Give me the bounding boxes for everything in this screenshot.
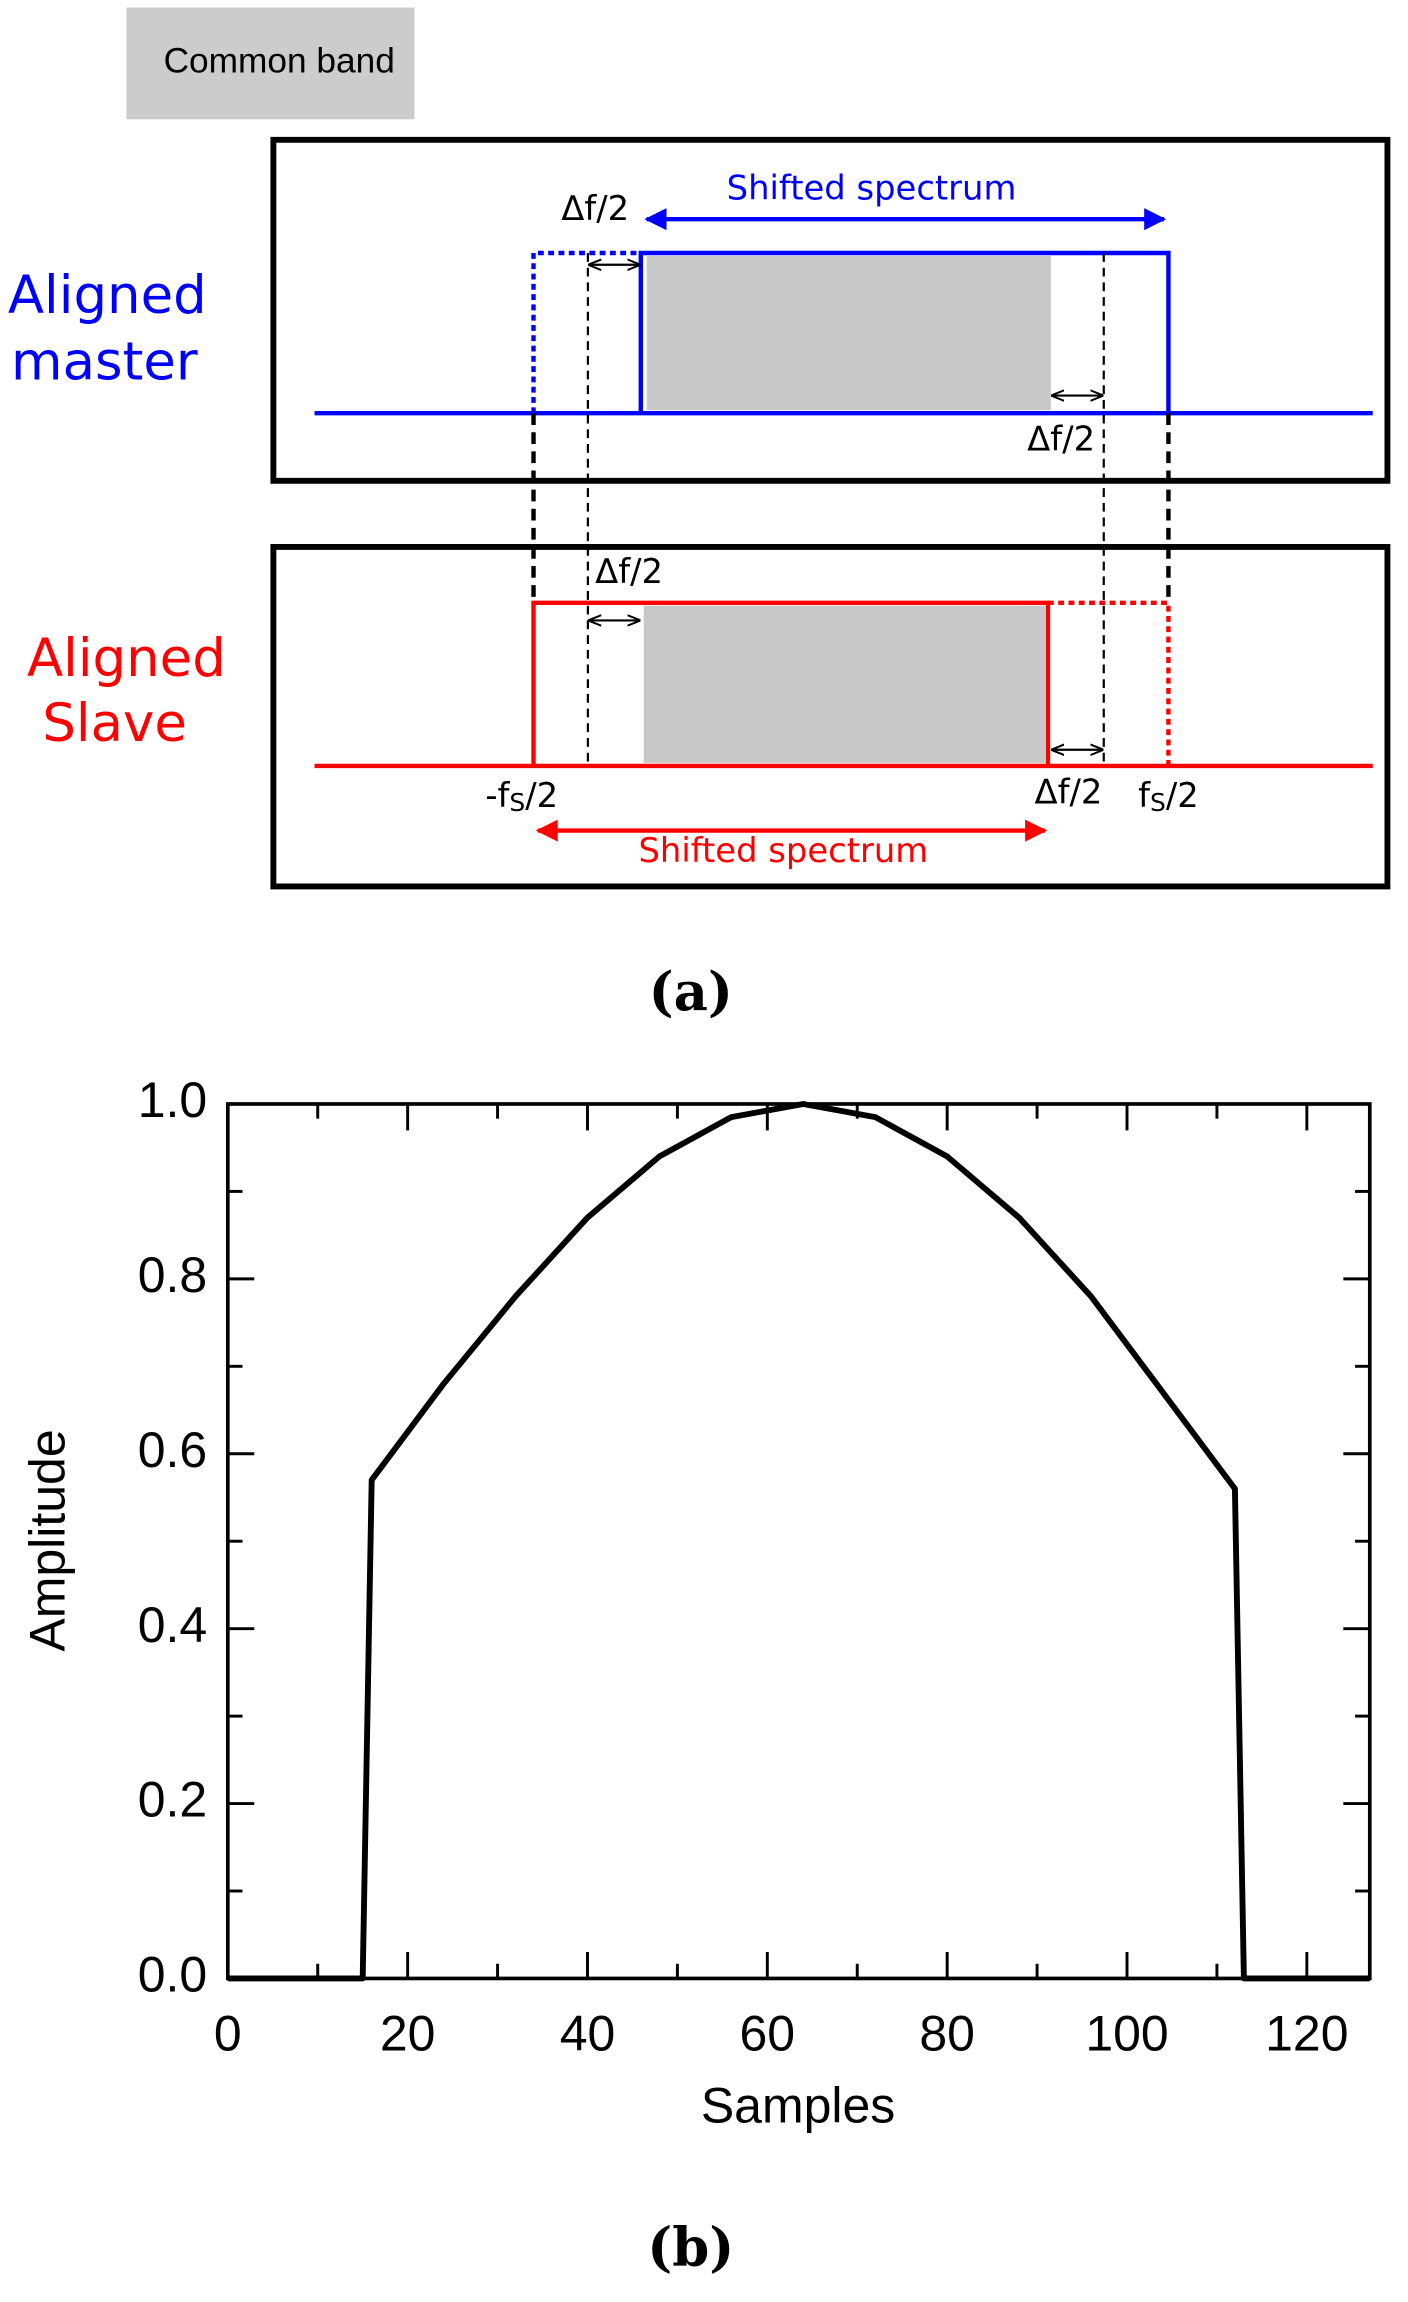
spectrum-dotted xyxy=(1047,600,1171,766)
plot-frame xyxy=(225,1102,1372,1981)
spectrum xyxy=(531,600,1051,766)
edge-text: /2 xyxy=(1166,775,1199,814)
x-tick-label: 40 xyxy=(560,2005,616,2061)
y-tick-label: 0.6 xyxy=(138,1422,207,1478)
common-band xyxy=(643,605,1045,763)
slave-box xyxy=(270,544,1391,890)
edge-text: -f xyxy=(485,775,510,814)
edge-label: fS/2 xyxy=(1138,775,1199,817)
x-tick-label: 80 xyxy=(919,2005,975,2061)
edge-text: f xyxy=(1138,775,1151,814)
shift-label: Shifted spectrum xyxy=(727,168,1017,207)
edge-text: /2 xyxy=(525,775,558,814)
row-label: master xyxy=(11,331,198,392)
legend-swatch xyxy=(126,7,415,120)
y-tick-label: 0.4 xyxy=(138,1597,207,1653)
edge-sub: S xyxy=(509,788,525,817)
y-tick-label: 0.2 xyxy=(138,1772,207,1828)
master-box xyxy=(270,136,1391,484)
x-tick-label: 20 xyxy=(380,2005,436,2061)
shift-label: Shifted spectrum xyxy=(638,831,928,870)
row-label: Aligned xyxy=(8,265,207,326)
edge-sub: S xyxy=(1150,788,1166,817)
row-label: Slave xyxy=(42,693,187,754)
x-tick-label: 120 xyxy=(1265,2005,1348,2061)
x-tick-label: 60 xyxy=(740,2005,796,2061)
spectrum xyxy=(638,250,1171,414)
y-tick-label: 0.8 xyxy=(138,1247,207,1303)
line xyxy=(227,1101,1370,1982)
spectrum-dotted xyxy=(531,250,641,414)
x-axis-label: Samples xyxy=(701,2077,895,2133)
delta-label: Δf/2 xyxy=(561,189,629,228)
y-tick-label: 0.0 xyxy=(138,1947,207,2003)
delta-label: Δf/2 xyxy=(595,552,663,591)
caption: (b) xyxy=(647,2216,734,2278)
legend-label: Common band xyxy=(164,42,395,81)
x-tick-label: 100 xyxy=(1085,2005,1168,2061)
row-label: Aligned xyxy=(27,628,226,689)
diagram: Common band Shifted spectrum Δf/2 Δf/2 A… xyxy=(8,7,1391,1023)
caption: (a) xyxy=(649,961,733,1023)
chart: Samples Amplitude (b) 0 20 40 60 80 100 120 0.0… xyxy=(20,1072,1372,2278)
delta-label: Δf/2 xyxy=(1035,772,1103,811)
x-tick-label: 0 xyxy=(214,2005,242,2061)
delta-label: Δf/2 xyxy=(1027,420,1095,459)
common-band xyxy=(646,255,1051,411)
edge-label: -fS/2 xyxy=(485,775,558,817)
y-axis-label: Amplitude xyxy=(20,1429,76,1651)
y-tick-label: 1.0 xyxy=(138,1072,207,1128)
